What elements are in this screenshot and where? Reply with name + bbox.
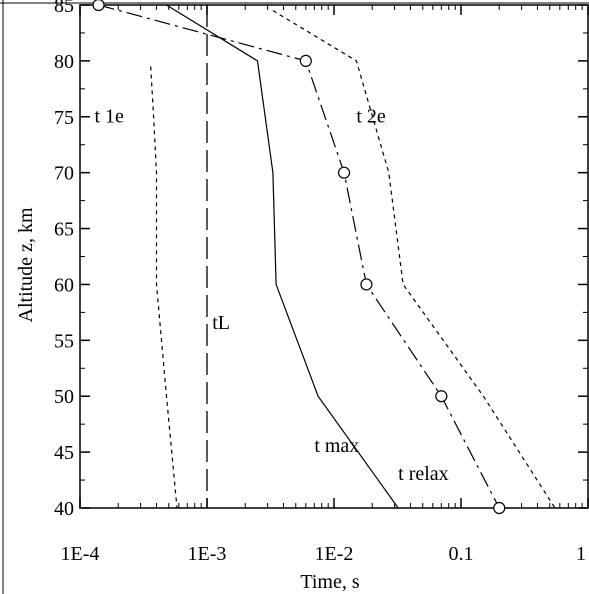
series-label: t relax xyxy=(398,463,449,485)
x-axis-title: Time, s xyxy=(300,571,360,593)
series-line-t-2e xyxy=(272,10,556,509)
x-tick-label: 1 xyxy=(576,543,586,565)
series-lines xyxy=(98,4,556,509)
series-line-t-1e xyxy=(150,66,178,509)
data-point-t-relax xyxy=(299,54,312,67)
x-tick-label: 1E-4 xyxy=(61,543,100,565)
axis-ticks xyxy=(79,4,589,509)
y-tick-label: 75 xyxy=(54,107,74,129)
series-annotations: t 1e t 2e tL t max t relax xyxy=(94,105,448,485)
data-point-t-relax xyxy=(360,278,373,291)
series-markers xyxy=(92,0,506,515)
y-tick-label: 45 xyxy=(54,442,74,464)
series-label: t max xyxy=(314,435,359,457)
x-tick-label: 1E-2 xyxy=(315,543,354,565)
x-tick-label: 0.1 xyxy=(449,543,474,565)
x-tick-label: 1E-3 xyxy=(188,543,227,565)
series-label: t 1e xyxy=(94,105,124,127)
y-tick-label: 65 xyxy=(54,219,74,241)
tick-labels: 40 45 50 55 60 65 70 75 80 85 1E-4 1E-3 1E-2 0.1 1 xyxy=(54,0,586,565)
y-tick-label: 80 xyxy=(54,51,74,73)
y-tick-label: 55 xyxy=(54,330,74,352)
data-point-t-relax xyxy=(337,166,351,179)
y-tick-label: 40 xyxy=(54,498,74,520)
series-label: t 2e xyxy=(356,105,386,127)
series-line-t-relax xyxy=(98,4,500,509)
y-axis-title: Altitude z, km xyxy=(15,207,37,322)
y-tick-label: 50 xyxy=(54,386,74,408)
series-label: tL xyxy=(212,312,230,334)
data-point-t-relax xyxy=(435,390,448,403)
y-tick-label: 85 xyxy=(54,0,74,17)
data-point-t-relax xyxy=(493,501,506,515)
plot-border xyxy=(79,4,589,509)
y-tick-label: 60 xyxy=(54,274,74,296)
y-tick-label: 70 xyxy=(54,163,74,185)
series-line-t-max xyxy=(166,4,399,509)
data-point-t-relax xyxy=(92,0,105,12)
